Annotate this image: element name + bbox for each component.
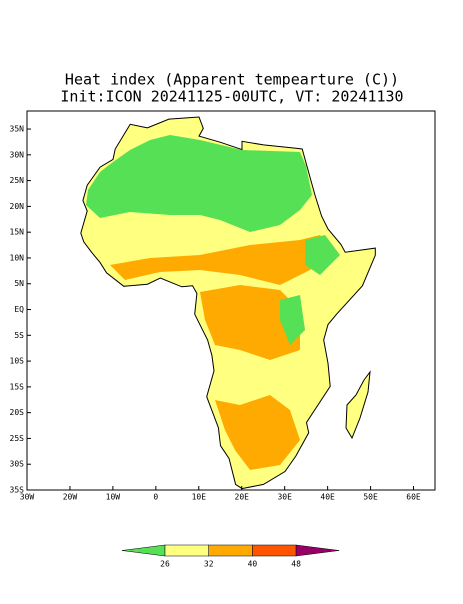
colorbar-label: 48 — [291, 560, 301, 569]
y-tick-label: 15S — [10, 382, 25, 391]
orange-region — [200, 285, 300, 360]
x-tick-label: 30E — [277, 493, 292, 502]
y-tick-label: 25N — [10, 176, 25, 185]
green-region — [280, 295, 305, 345]
y-tick-label: 35N — [10, 125, 25, 134]
y-tick-label: 25S — [10, 434, 25, 443]
green-region — [305, 235, 340, 275]
x-tick-label: 50E — [363, 493, 378, 502]
subtitle: Init:ICON 20241125-00UTC, VT: 20241130 — [60, 88, 403, 106]
colorbar-box — [208, 544, 253, 557]
y-tick-label: 20S — [10, 408, 25, 417]
y-tick-label: 30N — [10, 150, 25, 159]
y-tick-label: 20N — [10, 202, 25, 211]
y-tick-label: EQ — [14, 305, 24, 314]
title: Heat index (Apparent tempearture (C)) — [65, 71, 399, 89]
colorbar-box — [252, 544, 297, 557]
madagascar — [345, 370, 371, 440]
x-tick-label: 60E — [406, 493, 421, 502]
x-tick-label: 30W — [20, 493, 35, 502]
africa — [80, 116, 376, 490]
orange-region — [215, 395, 300, 470]
x-tick-label: 10W — [106, 493, 121, 502]
x-tick-label: 20W — [63, 493, 78, 502]
x-tick-label: 20E — [235, 493, 250, 502]
y-tick-label: 10N — [10, 253, 25, 262]
colorbar-label: 32 — [204, 560, 214, 569]
colorbar-box — [164, 544, 209, 557]
colorbar-low — [121, 544, 166, 557]
y-tick-label: 10S — [10, 357, 25, 366]
y-tick-label: 5S — [14, 331, 24, 340]
colorbar-high — [295, 544, 340, 557]
y-tick-label: 5N — [14, 279, 24, 288]
x-tick-label: 0 — [153, 493, 158, 502]
y-tick-label: 30S — [10, 460, 25, 469]
x-tick-label: 10E — [192, 493, 207, 502]
x-tick-label: 40E — [320, 493, 335, 502]
colorbar-label: 40 — [248, 560, 258, 569]
y-tick-label: 15N — [10, 228, 25, 237]
colorbar-label: 26 — [160, 560, 170, 569]
y-tick-label: 35S — [10, 486, 25, 495]
orange-region — [110, 235, 330, 285]
green-region — [86, 135, 312, 232]
